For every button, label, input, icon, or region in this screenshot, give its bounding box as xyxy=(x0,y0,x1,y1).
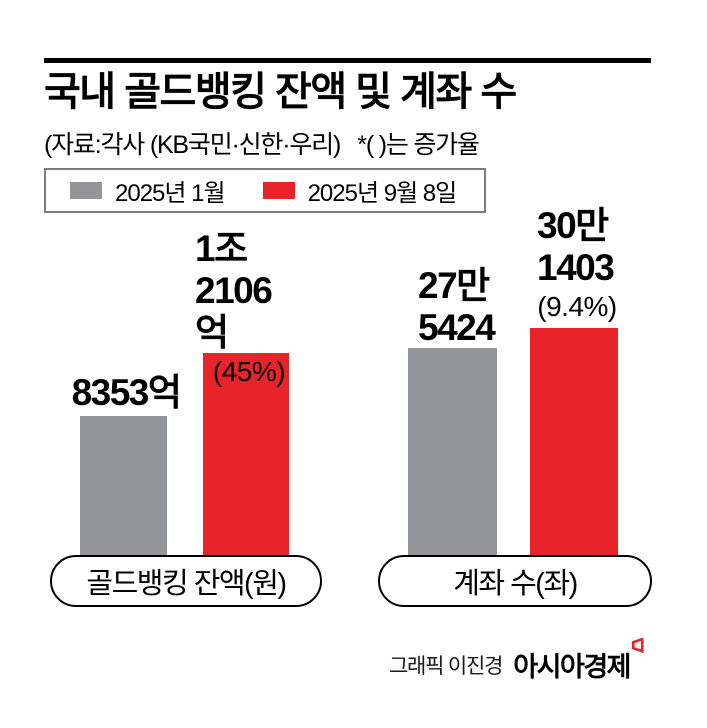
bar-accounts-2025-jan xyxy=(408,348,497,555)
credit-line: 그래픽 이진경 아시아경제 xyxy=(388,638,645,684)
legend-swatch-gray xyxy=(70,182,102,199)
category-label-accounts: 계좌 수(좌) xyxy=(453,568,578,600)
value-label-accounts-sep: 30만 1403 (9.4%) xyxy=(537,205,617,325)
category-pill-accounts: 계좌 수(좌) xyxy=(378,555,652,607)
chart-title: 국내 골드뱅킹 잔액 및 계좌 수 xyxy=(44,70,517,114)
legend-item-sep: 2025년 9월 8일 xyxy=(262,173,458,208)
bar-balance-2025-jan xyxy=(80,416,167,555)
category-pill-balance: 골드뱅킹 잔액(원) xyxy=(50,555,322,607)
growth-label-balance: (45%) xyxy=(212,356,286,387)
bar-balance-2025-sep xyxy=(203,353,289,555)
legend-item-jan: 2025년 1월 xyxy=(70,173,226,208)
legend-swatch-red xyxy=(262,182,295,199)
value-line: 30만 xyxy=(537,205,609,246)
value-line: 8353억 xyxy=(71,372,182,413)
value-label-balance-jan: 8353억 xyxy=(51,372,201,414)
legend-box: 2025년 1월 2025년 9월 8일 xyxy=(44,168,486,213)
brand-bubble-icon xyxy=(631,638,644,654)
growth-label-accounts: (9.4%) xyxy=(537,291,617,322)
legend-label-jan: 2025년 1월 xyxy=(115,180,226,207)
value-line: 5424 xyxy=(418,307,496,348)
category-label-balance: 골드뱅킹 잔액(원) xyxy=(86,568,287,600)
title-rule xyxy=(44,58,651,63)
value-line: 27만 xyxy=(418,265,490,306)
legend-label-sep: 2025년 9월 8일 xyxy=(307,180,458,207)
value-line: 1조 xyxy=(195,228,248,269)
value-label-accounts-jan: 27만 5424 xyxy=(418,265,498,349)
chart-source-note: (자료:각사 (KB국민·신한·우리) *( )는 증가율 xyxy=(44,131,480,159)
value-line: 1403 xyxy=(537,247,615,288)
value-label-balance-sep: 1조 2106억 (45%) xyxy=(195,228,303,390)
graphic-credit: 그래픽 이진경 xyxy=(388,654,504,678)
brand-logotype: 아시아경제 xyxy=(513,638,645,684)
bar-accounts-2025-sep xyxy=(530,328,618,555)
value-line: 2106억 xyxy=(195,270,273,353)
brand-name: 아시아경제 xyxy=(513,652,631,682)
